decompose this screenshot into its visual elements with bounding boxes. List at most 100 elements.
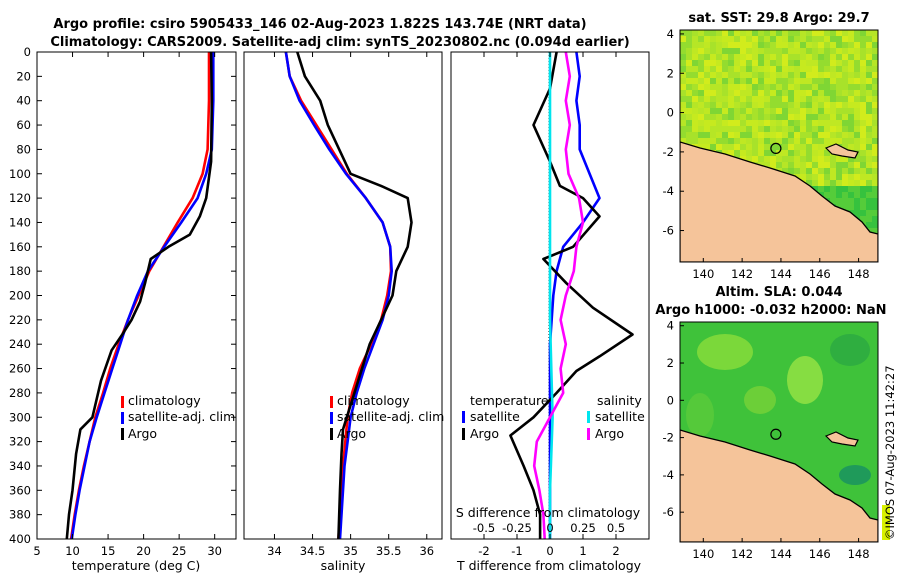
sst-cell	[716, 144, 722, 150]
sst-cell	[758, 114, 764, 120]
sst-cell	[872, 222, 878, 228]
sst-cell	[800, 156, 806, 162]
sst-cell	[824, 102, 830, 108]
sst-cell	[746, 72, 752, 78]
sla-map: Altim. SLA: 0.044 Argo h1000: -0.032 h20…	[655, 285, 886, 561]
sst-cell	[872, 162, 878, 168]
x-tick-label: 35	[343, 544, 358, 558]
sst-cell	[686, 54, 692, 60]
sst-cell	[686, 60, 692, 66]
sst-cell	[770, 120, 776, 126]
temperature-diff-xlabel: T difference from climatology	[456, 558, 642, 573]
y-tick-label: 120	[9, 191, 31, 205]
sst-cell	[800, 126, 806, 132]
sst-cell	[692, 108, 698, 114]
sst-cell	[758, 78, 764, 84]
sst-cell	[728, 60, 734, 66]
sst-cell	[800, 36, 806, 42]
sst-cell	[854, 48, 860, 54]
sst-cell	[812, 66, 818, 72]
sst-cell	[818, 126, 824, 132]
sst-cell	[734, 120, 740, 126]
sst-cell	[734, 60, 740, 66]
sst-cell	[860, 72, 866, 78]
sst-cell	[698, 78, 704, 84]
sst-cell	[740, 102, 746, 108]
sst-cell	[716, 108, 722, 114]
sst-cell	[854, 132, 860, 138]
sst-cell	[794, 144, 800, 150]
sst-cell	[770, 90, 776, 96]
sst-cell	[734, 114, 740, 120]
sst-cell	[866, 42, 872, 48]
sst-cell	[698, 36, 704, 42]
sst-cell	[848, 54, 854, 60]
sst-cell	[770, 66, 776, 72]
sst-cell	[842, 30, 848, 36]
sst-cell	[842, 168, 848, 174]
sst-cell	[764, 132, 770, 138]
legend-swatch-s-argo	[587, 428, 590, 440]
sst-cell	[824, 60, 830, 66]
sst-cell	[722, 114, 728, 120]
sst-cell	[866, 216, 872, 222]
sst-cell	[866, 162, 872, 168]
y-tick-label: 220	[9, 313, 31, 327]
x-tick-label: 35.5	[376, 544, 402, 558]
sst-cell	[866, 84, 872, 90]
map-y-tick-label: 0	[667, 393, 674, 407]
legend-swatch-argo	[330, 428, 333, 440]
sst-cell	[842, 126, 848, 132]
copyright-timestamp: ©IMOS 07-Aug-2023 11:42:27	[883, 365, 897, 540]
sst-cell	[812, 42, 818, 48]
sst-cell	[722, 132, 728, 138]
sst-cell	[800, 114, 806, 120]
map-y-tick-label: 4	[667, 27, 674, 41]
sst-cell	[722, 48, 728, 54]
sst-cell	[734, 78, 740, 84]
series-s-satellite	[548, 52, 554, 539]
sst-cell	[710, 72, 716, 78]
sst-cell	[734, 36, 740, 42]
sst-cell	[728, 66, 734, 72]
sst-cell	[770, 144, 776, 150]
sst-cell	[836, 84, 842, 90]
sst-cell	[824, 156, 830, 162]
y-tick-label: 60	[16, 118, 31, 132]
sst-cell	[872, 114, 878, 120]
sst-cell	[824, 84, 830, 90]
sst-cell	[752, 138, 758, 144]
sst-cell	[836, 192, 842, 198]
sst-cell	[680, 48, 686, 54]
sst-cell	[842, 174, 848, 180]
sst-cell	[824, 90, 830, 96]
sst-cell	[686, 126, 692, 132]
sst-cell	[776, 96, 782, 102]
sst-cell	[860, 30, 866, 36]
sst-cell	[824, 186, 830, 192]
sst-cell	[704, 78, 710, 84]
legend-swatch-satellite	[121, 412, 124, 424]
sst-cell	[794, 132, 800, 138]
sst-cell	[830, 198, 836, 204]
sst-cell	[692, 78, 698, 84]
map-x-tick-label: 146	[809, 547, 831, 561]
sst-cell	[716, 102, 722, 108]
sst-cell	[782, 48, 788, 54]
sst-cell	[740, 138, 746, 144]
sst-cell	[794, 78, 800, 84]
sst-cell	[872, 126, 878, 132]
sst-cell	[854, 72, 860, 78]
sst-cell	[800, 78, 806, 84]
sst-cell	[830, 108, 836, 114]
sst-cell	[842, 60, 848, 66]
sst-cell	[794, 138, 800, 144]
sst-cell	[758, 72, 764, 78]
sst-cell	[770, 132, 776, 138]
series-t-argo	[509, 52, 634, 539]
sst-cell	[698, 96, 704, 102]
sst-cell	[692, 138, 698, 144]
sst-cell	[716, 72, 722, 78]
sst-cell	[788, 150, 794, 156]
legend-label-argo: Argo	[128, 426, 157, 441]
